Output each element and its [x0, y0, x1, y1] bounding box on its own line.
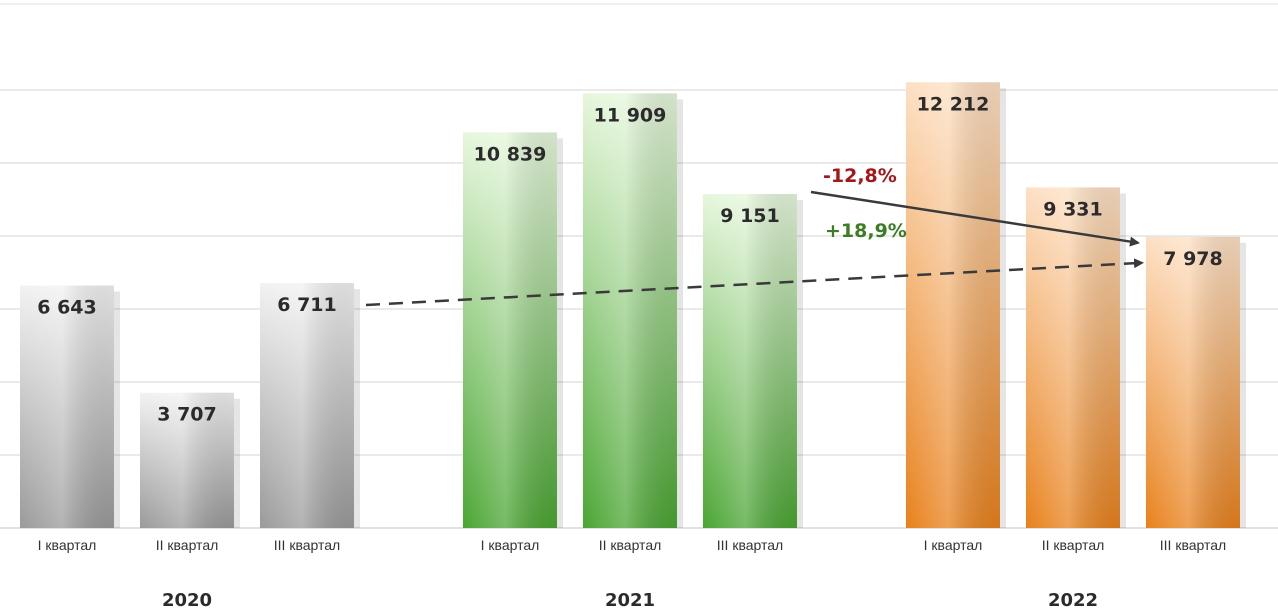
category-tick-labels: I квартал II квартал III квартал I квартал I…: [38, 537, 1227, 553]
bar-highlight: [260, 283, 354, 528]
value-label: 12 212: [917, 93, 990, 115]
bar-highlight: [1146, 236, 1240, 529]
bar-highlight: [20, 285, 114, 528]
value-label: 9 151: [720, 205, 780, 227]
year-label: 2021: [605, 590, 655, 611]
value-label: 11 909: [594, 104, 667, 126]
category-label: III квартал: [717, 537, 783, 553]
change-annotation: -12,8%: [823, 165, 897, 187]
value-label: 9 331: [1043, 198, 1103, 220]
bar-highlight: [463, 132, 557, 528]
category-label: II квартал: [1042, 537, 1105, 553]
bar-highlight: [583, 93, 677, 528]
category-label: III квартал: [1160, 537, 1226, 553]
category-label: I квартал: [924, 537, 983, 553]
change-annotation: +18,9%: [825, 220, 907, 242]
year-labels: 2020 2021 2022: [162, 590, 1098, 611]
value-label: 3 707: [157, 404, 217, 426]
bar-highlight: [906, 82, 1000, 529]
value-labels: 6 643 3 707 6 711 10 839 11 909 9 151 12 212 9 …: [37, 93, 1223, 425]
category-label: II квартал: [599, 537, 662, 553]
bar-highlight: [140, 392, 234, 528]
year-label: 2020: [162, 590, 212, 611]
bar-highlight: [1026, 187, 1120, 528]
value-label: 7 978: [1163, 248, 1223, 270]
change-annotations: -12,8% +18,9%: [365, 165, 1144, 307]
yoy-dashed-arrow: [365, 258, 1144, 307]
year-label: 2022: [1048, 590, 1098, 611]
value-label: 6 711: [277, 294, 337, 316]
category-label: III квартал: [274, 537, 340, 553]
category-label: I квартал: [481, 537, 540, 553]
qoq-solid-arrow: [810, 190, 1140, 247]
bars: [20, 82, 1246, 529]
value-label: 10 839: [474, 143, 547, 165]
value-label: 6 643: [37, 297, 97, 319]
bar-highlight: [703, 193, 797, 528]
category-label: II квартал: [156, 537, 219, 553]
category-label: I квартал: [38, 537, 97, 553]
